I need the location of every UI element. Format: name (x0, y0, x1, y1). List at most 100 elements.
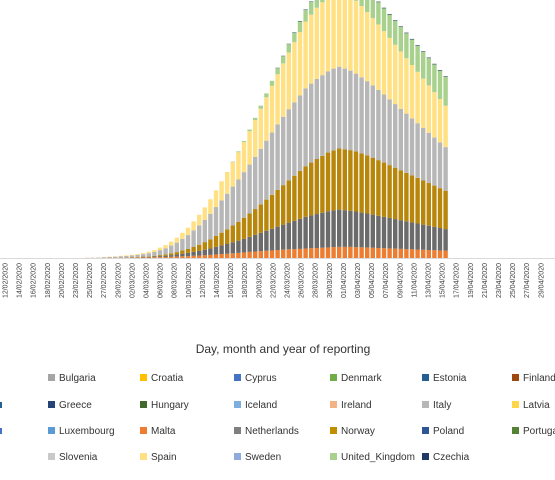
bar-segment-ireland (169, 256, 174, 258)
bar-segment-norway (275, 189, 280, 227)
bar-segment-norway (353, 151, 359, 212)
bar-segment-norway (421, 180, 426, 225)
bar-segment-norway (157, 255, 163, 257)
legend: Bulgaria Croatia Cyprus Denmark Estonia Finla… (0, 373, 555, 463)
bar-segment-netherlands (202, 249, 207, 256)
x-tick-label: 29/02/2020 (115, 263, 122, 298)
legend-label: Latvia (523, 400, 550, 411)
bar-segment-spain (275, 74, 280, 125)
bar-segment-ireland (314, 247, 319, 258)
bar-segment-netherlands (404, 221, 409, 250)
bar-segment-italy (225, 193, 230, 230)
bar-segment-netherlands (180, 253, 185, 257)
bar-segment-united-kingdom (286, 44, 291, 53)
bar-segment-ireland (370, 247, 375, 258)
x-tick-label: 16/03/2020 (228, 263, 235, 298)
bar-segment-czechia (432, 63, 437, 65)
bar-segment-ireland (213, 254, 219, 258)
bar-segment-norway (146, 256, 151, 257)
bar-segment-italy (129, 255, 135, 257)
bar-segment-norway (152, 255, 157, 257)
legend-item-latvia: Latvia (512, 400, 550, 411)
bar-segment-ireland (191, 255, 196, 258)
bar-segment-netherlands (320, 212, 325, 248)
x-tick-label: 17/04/2020 (454, 263, 461, 298)
bar-segment-ireland (174, 256, 179, 258)
bar-segment-italy (292, 102, 297, 176)
bar-segment-united-kingdom (241, 141, 247, 143)
bar-segment-italy (157, 250, 163, 256)
bar-segment-united-kingdom (421, 51, 426, 79)
x-tick-label: 23/04/2020 (496, 263, 503, 298)
bar-segment-ireland (376, 247, 381, 258)
bar-segment-ireland (393, 248, 398, 258)
bar-segment-spain (376, 24, 381, 90)
bar-segment-spain (359, 6, 364, 78)
bar-segment-spain (213, 190, 219, 208)
bar-segment-spain (129, 254, 135, 256)
bar-segment-italy (370, 85, 375, 158)
bar-segment-netherlands (174, 254, 179, 257)
bar-segment-spain (269, 85, 275, 133)
bar-segment-italy (118, 256, 123, 258)
bar-segment-ireland (152, 257, 157, 258)
bar-segment-spain (219, 181, 224, 201)
bar-segment-netherlands (415, 223, 420, 250)
bar-segment-norway (241, 217, 247, 239)
bar-segment-netherlands (303, 216, 308, 249)
legend-swatch (330, 427, 337, 434)
bar-segment-spain (230, 162, 235, 187)
bar-segment-czechia (404, 32, 409, 34)
bar-segment-netherlands (387, 217, 392, 249)
bar-segment-united-kingdom (409, 39, 415, 66)
bar-segment-norway (253, 209, 258, 235)
bar-segment-spain (197, 214, 202, 226)
bar-segment-italy (286, 109, 291, 181)
bar-segment-czechia (376, 1, 381, 3)
bar-segment-spain (365, 11, 370, 82)
bar-segment-italy (393, 104, 398, 168)
legend-item-slovenia: Slovenia (48, 452, 98, 463)
bar-segment-norway (292, 175, 297, 221)
bar-segment-netherlands (236, 240, 241, 253)
bar-segment-norway (163, 254, 168, 256)
bar-segment-norway (297, 171, 303, 219)
bar-segment-norway (381, 162, 387, 217)
bar-segment-italy (275, 124, 280, 190)
bar-segment-italy (387, 99, 392, 166)
bar-segment-spain (353, 0, 359, 74)
bar-segment-united-kingdom (297, 21, 303, 33)
bar-segment-norway (269, 194, 275, 229)
bar-segment-netherlands (443, 229, 448, 251)
legend-item-finland: Finland (512, 373, 555, 384)
bar-segment-norway (180, 250, 185, 254)
x-tick-label: 08/03/2020 (172, 263, 179, 298)
x-tick-label: 25/02/2020 (87, 263, 94, 298)
bar-segment-italy (409, 118, 415, 176)
bar-segment-ireland (236, 252, 241, 258)
bar-segment-netherlands (169, 255, 174, 257)
bar-segment-norway (415, 177, 420, 224)
bar-segment-ireland (359, 247, 364, 258)
x-tick-label: 20/02/2020 (59, 263, 66, 298)
bar-segment-italy (426, 132, 431, 184)
bar-segment-united-kingdom (264, 93, 269, 98)
bar-segment-ireland (443, 250, 448, 258)
bar-segment-spain (247, 131, 252, 165)
x-tick-label: 29/04/2020 (538, 263, 545, 298)
bar-segment-spain (264, 97, 269, 141)
bar-segment-ireland (437, 250, 443, 258)
legend-item-luxembourg: Luxembourg (48, 426, 115, 437)
legend-item-norway: Norway (330, 426, 375, 437)
x-tick-label: 16/02/2020 (31, 263, 38, 298)
bar-segment-italy (197, 225, 202, 245)
bar-segment-spain (409, 65, 415, 119)
bar-segment-ireland (253, 251, 258, 258)
legend-label: Luxembourg (59, 426, 115, 437)
bar-segment-italy (163, 248, 168, 255)
bar-segment-spain (432, 92, 437, 138)
bar-segment-czechia (393, 20, 398, 21)
bar-segment-norway (432, 185, 437, 227)
bar-segment-spain (303, 21, 308, 89)
